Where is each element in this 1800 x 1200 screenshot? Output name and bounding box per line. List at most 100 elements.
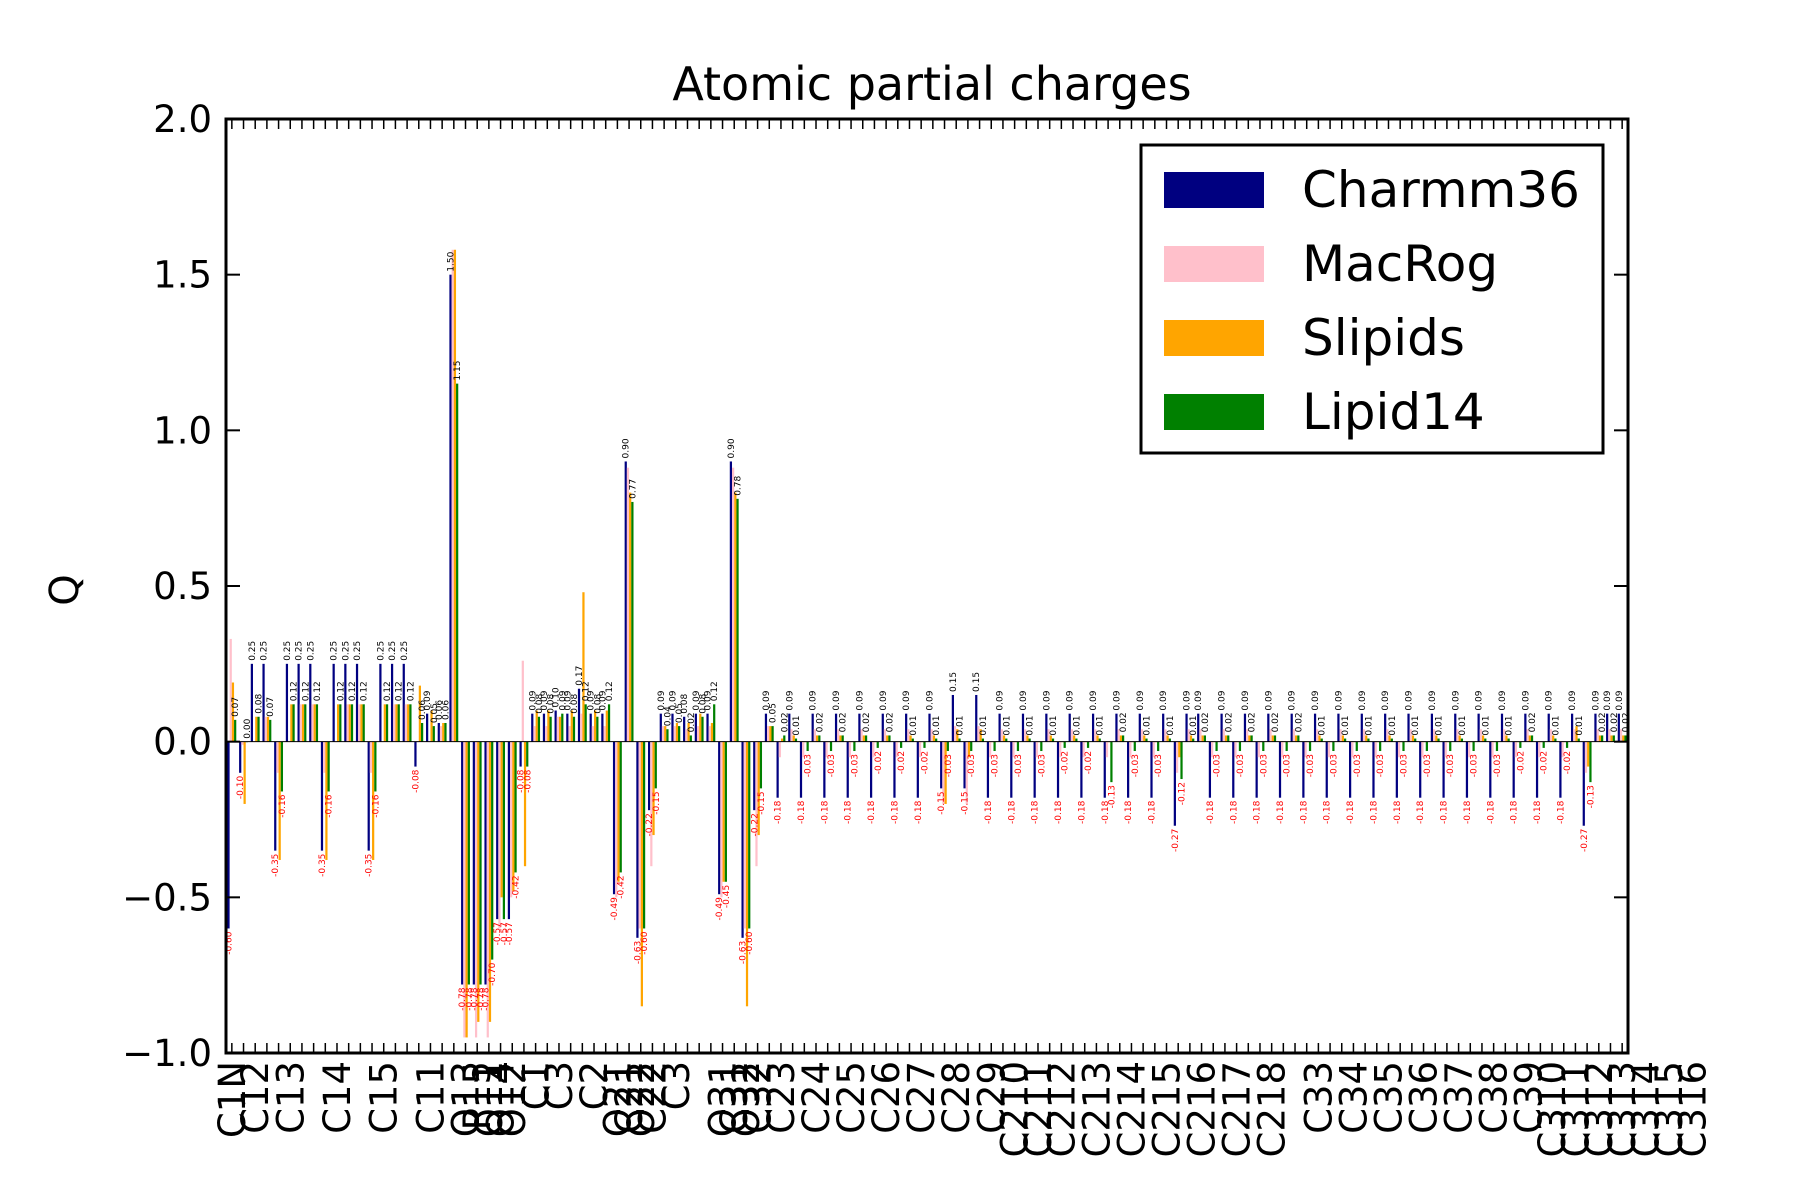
bar-lipid14 [806, 741, 809, 752]
bar-charmm36 [788, 713, 791, 742]
bar-lipid14 [1343, 738, 1347, 742]
bar-macrog [1456, 729, 1459, 742]
bar-slipids [348, 704, 351, 742]
bar-charmm36 [928, 713, 931, 742]
bar-lipid14 [853, 741, 856, 752]
value-label: 0.02 [1119, 712, 1129, 732]
value-label: 0.02 [1248, 712, 1258, 732]
bar-charmm36 [916, 741, 919, 798]
bar-macrog [650, 741, 653, 867]
value-label: -0.03 [1400, 754, 1410, 777]
bar-lipid14 [1005, 738, 1008, 742]
value-label: 0.09 [809, 690, 819, 710]
value-label: 0.09 [1288, 690, 1298, 710]
x-tick-label: O14 [480, 1061, 523, 1137]
bar-charmm36 [718, 741, 721, 895]
bar-charmm36 [402, 663, 405, 742]
bar-charmm36 [461, 741, 464, 985]
value-label: 0.12 [301, 681, 311, 701]
bar-charmm36 [986, 741, 990, 798]
bar-macrog [1164, 729, 1167, 742]
x-tick-label: C213 [1075, 1061, 1118, 1157]
value-label: -0.18 [797, 800, 807, 824]
bar-macrog [474, 741, 478, 1038]
bar-lipid14 [1133, 741, 1136, 752]
bar-lipid14 [339, 704, 342, 742]
value-label: -0.18 [1031, 800, 1041, 824]
bar-lipid14 [1051, 738, 1055, 742]
bar-macrog [685, 729, 688, 742]
legend-label-macrog: MacRog [1302, 235, 1498, 293]
bar-lipid14 [1425, 741, 1428, 752]
bar-macrog [1234, 741, 1237, 758]
bar-slipids [360, 704, 363, 742]
value-label: 0.09 [563, 690, 573, 710]
value-label: 0.09 [1241, 690, 1251, 710]
x-tick-label: C39 [1508, 1061, 1551, 1134]
bar-lipid14 [327, 741, 330, 792]
bar-macrog [895, 741, 898, 758]
bar-macrog [1397, 741, 1401, 758]
bar-macrog [860, 729, 863, 742]
bar-charmm36 [1080, 741, 1083, 798]
bar-charmm36 [519, 741, 522, 767]
value-label: -0.15 [937, 791, 947, 814]
bar-slipids [1481, 735, 1485, 742]
bar-macrog [358, 704, 361, 742]
value-label: 0.02 [1610, 712, 1620, 732]
value-label: -0.15 [757, 791, 767, 814]
x-tick-label: C15 [363, 1061, 406, 1134]
bar-lipid14 [666, 729, 669, 742]
value-label: -0.03 [1306, 754, 1316, 777]
value-label: 0.12 [395, 681, 405, 701]
bar-slipids [769, 726, 772, 742]
bar-charmm36 [414, 741, 417, 767]
bar-lipid14 [1180, 741, 1183, 780]
value-label: 0.06 [435, 700, 445, 720]
value-label: 0.09 [669, 690, 679, 710]
bar-slipids [1295, 735, 1298, 742]
bar-slipids [1435, 735, 1438, 742]
value-label: 0.25 [248, 641, 258, 661]
value-label: 0.09 [692, 690, 702, 710]
value-label: -0.18 [1148, 800, 1158, 824]
bar-slipids [757, 741, 760, 836]
bar-charmm36 [1197, 713, 1200, 742]
bar-macrog [1491, 741, 1494, 758]
bar-charmm36 [1512, 741, 1515, 798]
bar-lipid14 [946, 741, 949, 752]
value-label: 0.02 [862, 712, 872, 732]
bar-charmm36 [601, 713, 604, 742]
bar-lipid14 [900, 741, 903, 748]
bar-lipid14 [1040, 741, 1043, 752]
bar-lipid14 [713, 704, 716, 742]
bar-lipid14 [502, 741, 505, 920]
x-tick-label: C34 [1332, 1061, 1375, 1134]
bar-lipid14 [736, 498, 739, 742]
bar-slipids [640, 741, 643, 1007]
bar-charmm36 [1255, 741, 1258, 798]
bar-lipid14 [1355, 741, 1358, 752]
bar-macrog [1292, 729, 1296, 742]
bar-macrog [346, 704, 349, 742]
x-tick-label: C311 [1554, 1061, 1597, 1157]
bar-lipid14 [829, 741, 833, 752]
bar-slipids [1271, 735, 1274, 742]
bar-slipids [1575, 726, 1578, 742]
value-label: 0.06 [442, 700, 452, 720]
bar-lipid14 [1098, 738, 1101, 742]
value-label: 1.50 [447, 251, 457, 271]
bar-lipid14 [619, 741, 622, 873]
value-label: 0.01 [1189, 716, 1199, 736]
value-label: 0.09 [704, 690, 714, 710]
bar-lipid14 [911, 738, 914, 742]
value-label: 0.09 [1405, 690, 1415, 710]
bar-charmm36 [659, 713, 662, 742]
bar-lipid14 [1495, 741, 1499, 752]
bar-charmm36 [1407, 713, 1410, 742]
bar-lipid14 [1332, 741, 1335, 752]
bar-macrog [1094, 729, 1097, 742]
value-label: 0.12 [313, 681, 323, 701]
value-label: 0.12 [406, 681, 416, 701]
